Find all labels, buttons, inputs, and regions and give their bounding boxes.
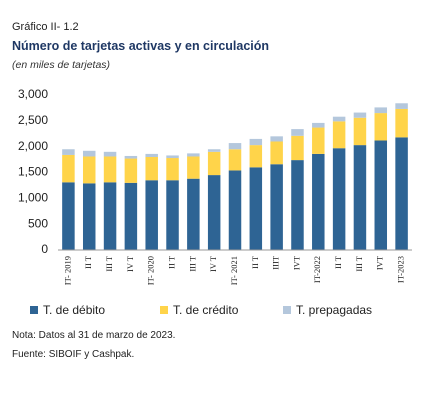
bar-segment: [207, 175, 221, 250]
bar-segment: [291, 129, 304, 136]
bar-segment: [249, 145, 263, 168]
chart-title: Número de tarjetas activas y en circulac…: [12, 39, 269, 53]
x-tick-label: II T: [83, 255, 93, 269]
x-tick-label: II T: [250, 255, 260, 269]
x-tick-label: IVT: [375, 255, 385, 270]
bar-segment: [145, 157, 158, 181]
bar-segment: [207, 149, 221, 152]
x-tick-label: IV T: [125, 255, 135, 272]
bar-segment: [312, 153, 325, 250]
bar-segment: [395, 108, 408, 138]
y-tick-label: 500: [28, 216, 48, 230]
y-tick-label: 1,000: [18, 191, 48, 205]
x-tick-label: IT-2023: [396, 256, 406, 283]
y-tick-label: 3,000: [18, 87, 48, 101]
bar-segment: [62, 182, 75, 250]
bar-segment: [332, 148, 346, 250]
x-tick-label: IT- 2021: [229, 256, 239, 285]
bar-segment: [395, 103, 408, 109]
x-tick-label: III T: [187, 255, 197, 271]
bar-segment: [207, 151, 221, 176]
bar-segment: [187, 178, 200, 250]
bar-segment: [82, 150, 96, 157]
legend-label: T. de crédito: [173, 303, 239, 317]
legend-label: T. de débito: [43, 303, 105, 317]
bar-segment: [353, 145, 367, 250]
note: Nota: Datos al 31 de marzo de 2023.: [12, 330, 175, 341]
x-tick-label: II T: [166, 255, 176, 269]
bar-segment: [166, 180, 179, 250]
bar-segment: [332, 121, 346, 149]
chart-subtitle: (en miles de tarjetas): [12, 59, 110, 71]
bar-segment: [187, 153, 200, 157]
bar-segment: [228, 170, 242, 250]
x-tick-label: III T: [354, 255, 364, 271]
bar-segment: [291, 135, 304, 161]
x-tick-label: III T: [104, 255, 114, 271]
bar-segment: [312, 122, 325, 128]
bar-segment: [103, 151, 117, 157]
bar-segment: [270, 136, 283, 142]
bar-segment: [353, 117, 367, 146]
bar-segment: [270, 141, 283, 165]
bar-segment: [103, 182, 117, 250]
bar-segment: [145, 153, 158, 157]
x-tick-label: IV T: [208, 255, 218, 272]
legend-swatch: [160, 306, 168, 314]
x-tick-label: IIIT: [271, 255, 281, 269]
x-tick-label: IT- 2020: [146, 256, 156, 285]
bar-segment: [124, 158, 138, 183]
y-tick-label: 2,500: [18, 113, 48, 127]
bar-segment: [374, 107, 388, 114]
bar-segment: [187, 156, 200, 179]
y-tick-label: 0: [41, 242, 48, 256]
bar-segment: [395, 137, 408, 250]
x-tick-label: IT- 2019: [62, 256, 72, 285]
bar-segment: [145, 180, 158, 250]
bar-segment: [270, 164, 283, 250]
bar-segment: [124, 155, 138, 159]
x-tick-label: II T: [333, 255, 343, 269]
y-tick-label: 1,500: [18, 165, 48, 179]
x-tick-label: IT-2022: [312, 256, 322, 283]
bar-segment: [228, 143, 242, 150]
bar-segment: [228, 149, 242, 171]
bar-segment: [166, 155, 179, 159]
chart-label: Gráfico II- 1.2: [12, 21, 79, 33]
bar-segment: [62, 154, 75, 183]
bar-segment: [62, 149, 75, 155]
bar-segment: [291, 160, 304, 250]
bar-segment: [166, 158, 179, 181]
x-tick-label: IVT: [291, 255, 301, 270]
bar-segment: [82, 183, 96, 250]
legend-swatch: [283, 306, 291, 314]
bar-segment: [312, 127, 325, 154]
bar-segment: [332, 116, 346, 122]
source: Fuente: SIBOIF y Cashpak.: [12, 349, 134, 360]
bar-segment: [374, 140, 388, 250]
bar-segment: [353, 112, 367, 118]
bar-segment: [249, 167, 263, 250]
bar-segment: [82, 156, 96, 184]
legend-swatch: [30, 306, 38, 314]
legend-label: T. prepagadas: [296, 303, 372, 317]
bar-segment: [124, 182, 138, 250]
bar-segment: [374, 113, 388, 141]
y-tick-label: 2,000: [18, 139, 48, 153]
bar-segment: [103, 156, 117, 183]
bar-segment: [249, 138, 263, 146]
